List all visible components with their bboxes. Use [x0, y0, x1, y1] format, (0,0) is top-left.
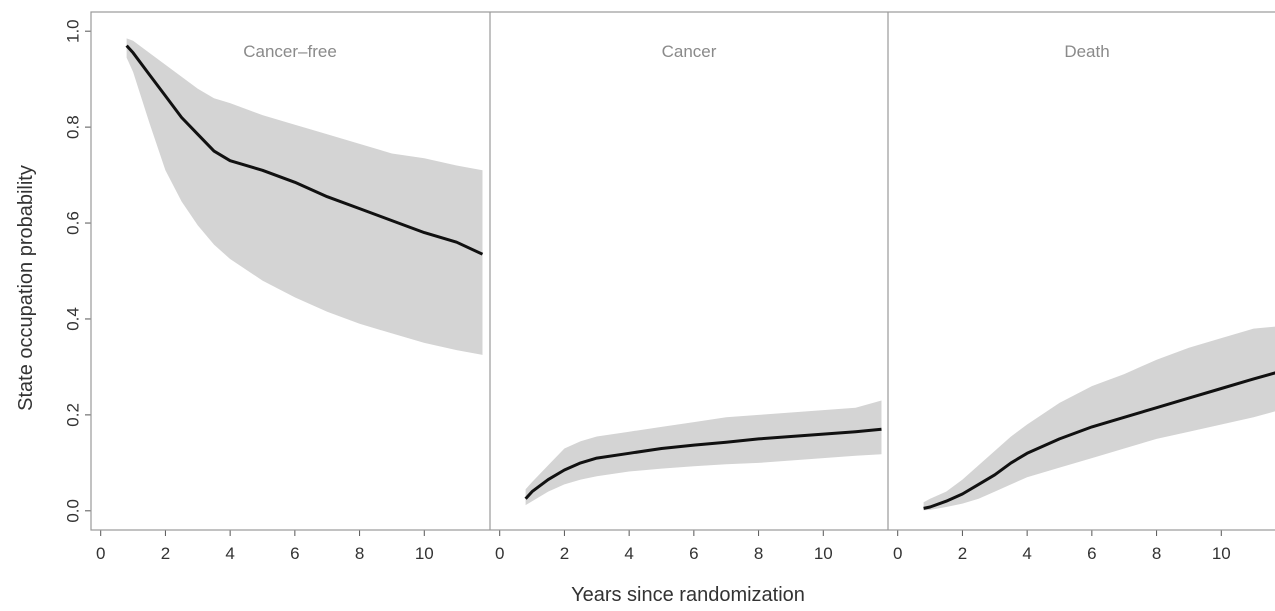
- x-tick-label: 10: [1212, 544, 1231, 563]
- panel-title: Cancer: [662, 42, 717, 61]
- x-tick-label: 8: [754, 544, 763, 563]
- x-tick-label: 4: [225, 544, 234, 563]
- y-tick-label: 1.0: [63, 19, 82, 43]
- y-tick-label: 0.8: [63, 115, 82, 139]
- x-tick-label: 4: [1022, 544, 1031, 563]
- y-tick-label: 0.4: [63, 307, 82, 331]
- x-tick-label: 6: [290, 544, 299, 563]
- confidence-band: [126, 38, 483, 355]
- x-tick-label: 8: [1152, 544, 1161, 563]
- x-tick-label: 10: [814, 544, 833, 563]
- x-tick-label: 10: [415, 544, 434, 563]
- x-tick-label: 0: [893, 544, 902, 563]
- panel-title: Cancer–free: [243, 42, 337, 61]
- plot-frame: [90, 11, 1275, 531]
- x-tick-label: 2: [560, 544, 569, 563]
- x-tick-label: 6: [1087, 544, 1096, 563]
- confidence-band: [923, 326, 1275, 511]
- x-tick-label: 6: [689, 544, 698, 563]
- x-axis-title: Years since randomization: [571, 584, 805, 606]
- confidence-band: [525, 400, 882, 506]
- estimate-line: [524, 427, 882, 500]
- y-tick-label: 0.2: [63, 403, 82, 427]
- y-tick-label: 0.6: [63, 211, 82, 235]
- x-tick-label: 8: [355, 544, 364, 563]
- x-tick-label: 0: [96, 544, 105, 563]
- estimate-line: [923, 371, 1275, 510]
- y-tick-label: 0.0: [63, 499, 82, 523]
- panel-title: Death: [1064, 42, 1109, 61]
- x-tick-label: 2: [958, 544, 967, 563]
- x-tick-label: 4: [624, 544, 633, 563]
- y-axis-title: State occupation probability: [15, 165, 37, 411]
- estimate-line: [125, 44, 484, 256]
- x-tick-label: 0: [495, 544, 504, 563]
- x-tick-label: 2: [161, 544, 170, 563]
